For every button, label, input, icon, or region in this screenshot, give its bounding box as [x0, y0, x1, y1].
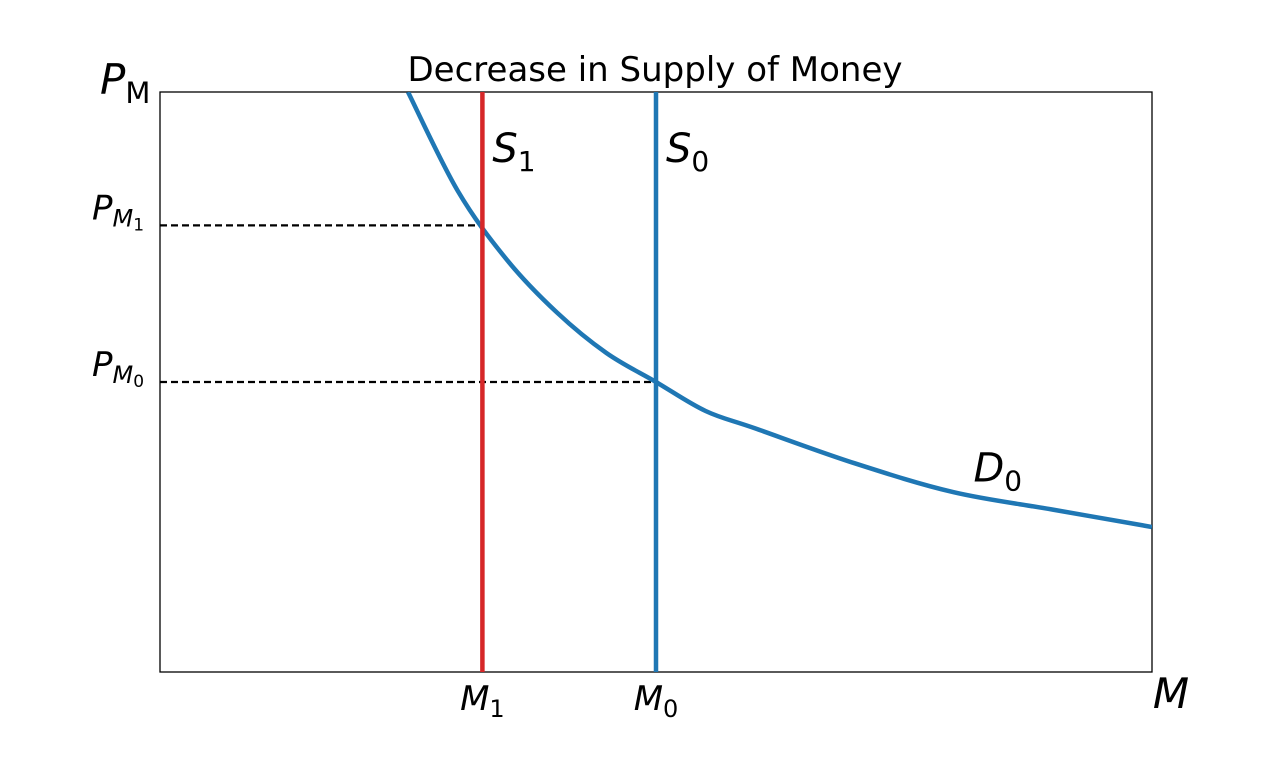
price-label-1: PM0: [92, 345, 144, 392]
chart-title: Decrease in Supply of Money: [408, 50, 903, 90]
supply-label-S1: S1: [492, 126, 535, 178]
x-axis-label: M: [1153, 669, 1189, 718]
demand-curve-d0: [405, 92, 1152, 530]
demand-label-d0: D0: [973, 446, 1022, 498]
quantity-label-0: M1: [460, 679, 505, 723]
quantity-label-1: M0: [634, 679, 679, 723]
plot-area: S1 S0 D0 PM1 M1 PM0 M0 PM M: [92, 55, 1189, 723]
y-axis-label: PM: [100, 55, 150, 110]
supply-label-S0: S0: [666, 126, 709, 178]
price-label-0: PM1: [92, 188, 144, 235]
